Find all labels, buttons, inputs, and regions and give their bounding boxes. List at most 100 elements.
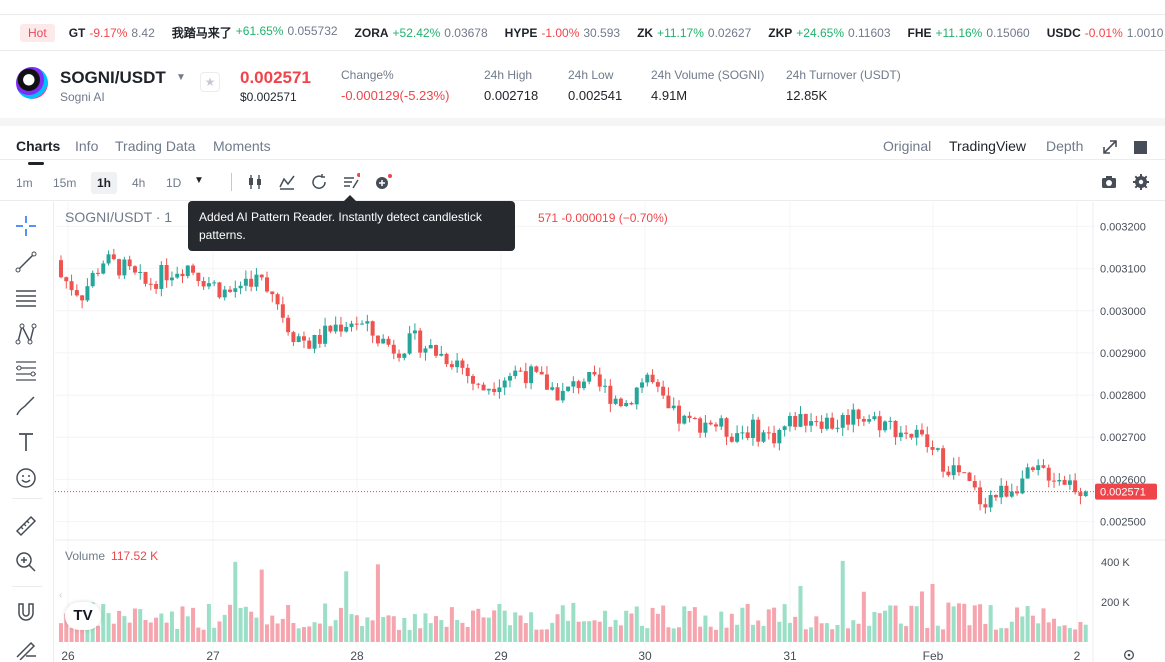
candle-body (291, 332, 296, 343)
camera-icon[interactable] (1100, 173, 1118, 191)
candlestick-chart-svg[interactable]: 0.003200 0.003100 0.003000 0.002900 0.002800… (55, 202, 1165, 662)
candle-body (655, 382, 660, 387)
candle-body (143, 272, 148, 284)
hot-label[interactable]: Hot (20, 23, 55, 42)
tab-original[interactable]: Original (883, 138, 932, 154)
pattern-tool-icon[interactable] (14, 322, 38, 346)
ticker-price: 1.0010 (1126, 26, 1164, 40)
crosshair-icon[interactable] (14, 214, 38, 238)
ticker-item[interactable]: USDC -0.01% 1.0010 (1047, 26, 1164, 40)
volume-bar (428, 623, 433, 642)
fullscreen-icon[interactable] (1101, 138, 1119, 156)
candle-body (713, 424, 718, 427)
candle-body (1025, 467, 1030, 479)
volume-bar (713, 629, 718, 642)
tab-moments[interactable]: Moments (213, 138, 271, 154)
candle-body (1052, 480, 1057, 482)
candle-body (603, 385, 608, 387)
lock-drawing-icon[interactable] (14, 636, 38, 660)
tradingview-logo-icon[interactable]: TV (65, 602, 101, 630)
candle-body (370, 321, 375, 336)
pair-symbol[interactable]: SOGNI/USDT (60, 68, 166, 87)
tab-depth[interactable]: Depth (1046, 138, 1084, 154)
candle-body (597, 374, 602, 387)
text-tool-icon[interactable] (14, 430, 38, 454)
trend-line-icon[interactable] (14, 250, 38, 274)
volume-bar (349, 614, 354, 642)
zoom-in-icon[interactable] (14, 550, 38, 574)
candle-body (254, 274, 259, 287)
volume-bar (423, 613, 428, 642)
ticker-item[interactable]: ZKP +24.65% 0.11603 (768, 26, 890, 40)
ticker-item[interactable]: ZK +11.17% 0.02627 (637, 26, 751, 40)
y-tick-label: 0.003100 (1100, 264, 1146, 276)
tab-tradingview[interactable]: TradingView (949, 138, 1027, 154)
volume-bar (919, 591, 924, 642)
candle-body (550, 387, 555, 390)
candle-body (534, 366, 539, 372)
candle-body (375, 335, 380, 344)
timeframe-1m[interactable]: 1m (16, 176, 33, 190)
tab-info[interactable]: Info (75, 138, 99, 154)
ruler-icon[interactable] (14, 514, 38, 538)
y-tick-label: 0.002900 (1100, 348, 1146, 360)
candle-body (941, 448, 946, 472)
candle-body (296, 336, 301, 343)
candle-body (756, 419, 761, 442)
indicators-icon[interactable] (278, 173, 296, 191)
volume-tick-label: 400 K (1101, 557, 1130, 569)
volume-value: 117.52 K (111, 549, 159, 563)
candle-type-icon[interactable] (246, 173, 264, 191)
candle-body (750, 419, 755, 438)
pattern-reader-icon[interactable] (342, 173, 360, 191)
candle-body (692, 417, 697, 419)
volume-bar (1041, 608, 1046, 642)
ticker-item[interactable]: 我踏马来了 +61.65% 0.055732 (172, 24, 338, 41)
volume-bar (962, 603, 967, 642)
tab-charts[interactable]: Charts (16, 138, 61, 165)
magnet-icon[interactable] (14, 600, 38, 624)
timeframe-1h[interactable]: 1h (91, 172, 118, 194)
timeframe-1d[interactable]: 1D (166, 176, 182, 190)
candle-body (809, 421, 814, 426)
price-chart[interactable]: 0.003200 0.003100 0.003000 0.002900 0.002800… (55, 202, 1165, 662)
volume-bar (333, 620, 338, 642)
timeframe-15m[interactable]: 15m (53, 176, 77, 190)
volume-bar (1078, 622, 1083, 642)
favorite-star-icon[interactable]: ★ (200, 72, 220, 92)
volume-bar (544, 629, 549, 642)
ticker-item[interactable]: FHE +11.16% 0.15060 (908, 26, 1030, 40)
timeframe-4h[interactable]: 4h (132, 176, 146, 190)
add-indicator-icon[interactable] (374, 173, 392, 191)
volume-bar (138, 609, 143, 642)
collapse-arrow-icon[interactable]: ‹ (59, 590, 63, 601)
layout-square-icon[interactable] (1134, 141, 1147, 154)
ticker-item[interactable]: ZORA +52.42% 0.03678 (355, 26, 488, 40)
volume-bar (402, 617, 407, 642)
refresh-icon[interactable] (310, 173, 328, 191)
stat-value: -0.000129(-5.23%) (341, 88, 450, 103)
candle-body (95, 272, 100, 274)
candle-body (993, 494, 998, 498)
ticker-item[interactable]: GT -9.17% 8.42 (69, 26, 155, 40)
chevron-down-icon[interactable]: ▼ (176, 72, 186, 83)
candle-body (64, 277, 69, 282)
volume-label: Volume 117.52 K (65, 549, 158, 563)
volume-bar (492, 610, 497, 642)
ticker-change: -1.00% (541, 26, 580, 40)
tab-trading-data[interactable]: Trading Data (115, 138, 196, 154)
emoji-icon[interactable] (14, 466, 38, 490)
volume-bar (486, 617, 491, 642)
ticker-item[interactable]: HYPE -1.00% 30.593 (505, 26, 620, 40)
fib-retracement-icon[interactable] (14, 358, 38, 382)
volume-bar (978, 604, 983, 642)
brush-icon[interactable] (14, 394, 38, 418)
horizontal-lines-icon[interactable] (14, 286, 38, 310)
volume-bar (122, 616, 127, 642)
settings-gear-icon[interactable] (1132, 173, 1150, 191)
ticker-symbol: GT (68, 26, 86, 40)
chart-settings-icon[interactable] (1121, 648, 1137, 662)
chevron-down-icon[interactable]: ▼ (194, 175, 204, 186)
stat-24h-low: 24h Low 0.002541 (568, 68, 622, 103)
volume-bar (740, 607, 745, 642)
